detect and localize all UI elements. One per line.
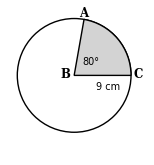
Wedge shape [74,19,131,75]
Text: A: A [79,7,89,20]
Text: 80°: 80° [82,56,99,66]
Text: B: B [61,68,71,81]
Text: C: C [134,68,143,81]
Text: 9 cm: 9 cm [96,82,120,92]
Circle shape [17,18,131,132]
